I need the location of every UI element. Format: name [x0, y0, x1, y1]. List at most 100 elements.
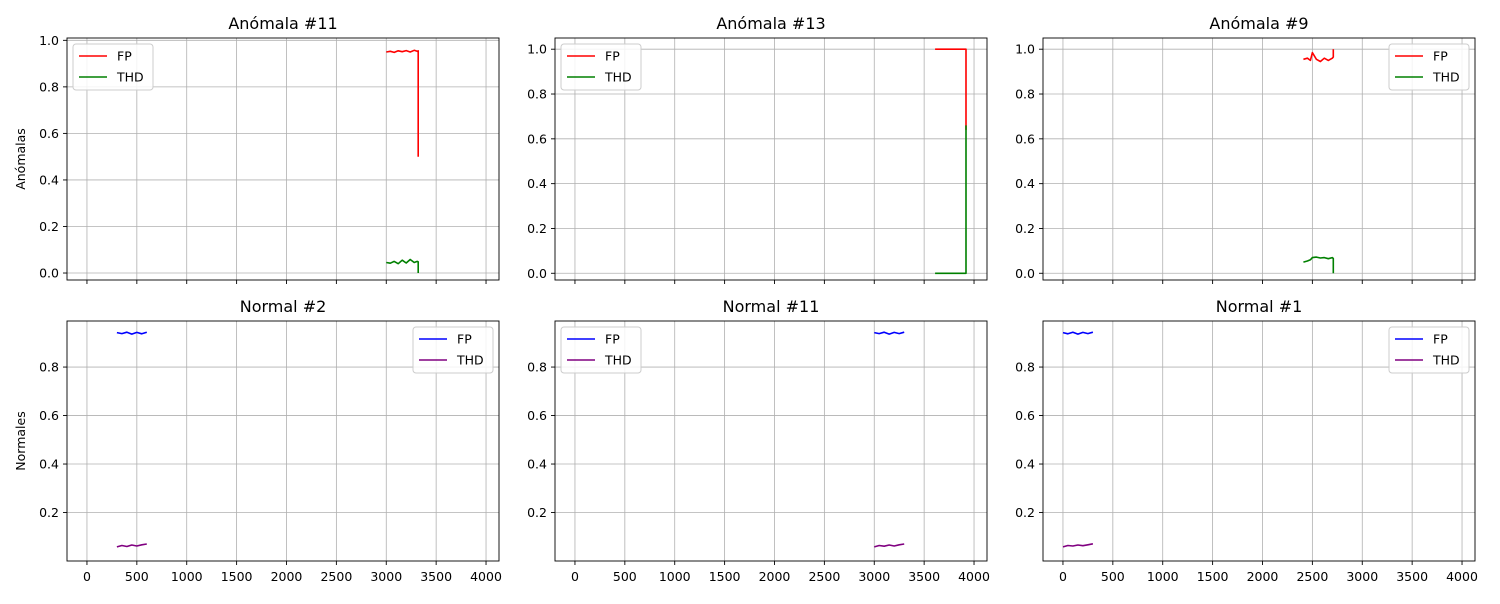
y-tick-label: 0.4 — [1015, 457, 1035, 472]
subplot-title: Anómala #11 — [228, 14, 337, 33]
series-line-thd — [116, 543, 147, 548]
subplot-title: Normal #2 — [240, 297, 327, 316]
y-tick-label: 0.8 — [39, 360, 59, 375]
series-line-fp — [1303, 49, 1335, 63]
subplot-title: Normal #11 — [723, 297, 820, 316]
x-tick-label: 3500 — [420, 569, 452, 584]
legend: FP THD — [560, 326, 642, 374]
subplot-title: Anómala #9 — [1209, 14, 1308, 33]
y-tick-label: 0.2 — [527, 505, 547, 520]
legend-label-thd: THD — [456, 353, 484, 368]
y-tick-label: 0.8 — [527, 360, 547, 375]
subplot-6: 0 500 1000 1500 2000 2500 3000 3500 4000 0.2 0.4 0.… — [1015, 297, 1478, 584]
y-tick-label: 1.0 — [39, 33, 59, 48]
x-tick-label: 3000 — [1346, 569, 1378, 584]
subplot-1: 0.0 0.2 0.4 0.6 0.8 1.0 Anómala #11 Anómalas FP T… — [13, 14, 500, 284]
legend-label-fp: FP — [605, 332, 620, 347]
series-line-fp — [386, 49, 420, 157]
x-tick-label: 0 — [83, 569, 91, 584]
legend: FP THD — [1388, 43, 1470, 91]
axes-frame — [66, 37, 500, 281]
y-tick-label: 1.0 — [1015, 42, 1035, 57]
legend: FP THD — [560, 43, 642, 91]
y-tick-label: 0.6 — [1015, 408, 1035, 423]
axes-frame — [66, 320, 500, 562]
series-line-thd — [935, 125, 967, 275]
axes-frame — [554, 37, 988, 281]
x-tick-label: 500 — [125, 569, 149, 584]
y-tick-label: 0.6 — [527, 408, 547, 423]
y-tick-label: 0.4 — [527, 457, 547, 472]
x-tick-label: 3000 — [370, 569, 402, 584]
y-tick-label: 0.4 — [527, 176, 547, 191]
y-tick-label: 0.2 — [39, 219, 59, 234]
x-tick-label: 4000 — [470, 569, 502, 584]
legend-label-fp: FP — [1433, 49, 1448, 64]
x-tick-label: 1000 — [171, 569, 203, 584]
legend-label-thd: THD — [1432, 70, 1460, 85]
series-line-thd — [1303, 256, 1335, 274]
x-tick-label: 4000 — [958, 569, 990, 584]
subplot-title: Normal #1 — [1216, 297, 1303, 316]
y-tick-label: 0.4 — [39, 457, 59, 472]
legend-label-fp: FP — [457, 332, 472, 347]
y-tick-label: 0.4 — [39, 172, 59, 187]
x-tick-label: 2000 — [759, 569, 791, 584]
subplot-title: Anómala #13 — [716, 14, 825, 33]
y-tick-label: 0.6 — [1015, 131, 1035, 146]
x-tick-label: 2000 — [271, 569, 303, 584]
y-tick-label: 0.2 — [527, 221, 547, 236]
series-line-thd — [874, 543, 905, 548]
series-line-fp — [1062, 331, 1094, 335]
y-tick-label: 0.6 — [527, 131, 547, 146]
legend: FP THD — [1388, 326, 1470, 374]
y-tick-label: 0.0 — [39, 266, 59, 281]
x-tick-label: 2500 — [320, 569, 352, 584]
axes-frame — [1042, 320, 1476, 562]
x-tick-label: 1500 — [709, 569, 741, 584]
subplot-4: 0 500 1000 1500 2000 2500 3000 3500 4000 0.2 0.4 0.… — [13, 297, 502, 584]
x-tick-label: 2500 — [1296, 569, 1328, 584]
y-tick-label: 0.8 — [1015, 360, 1035, 375]
series-line-thd — [386, 258, 420, 273]
y-tick-label: 0.0 — [1015, 266, 1035, 281]
axes-frame — [554, 320, 988, 562]
y-axis-label: Normales — [13, 411, 28, 470]
series-line-fp — [116, 331, 148, 335]
legend-label-fp: FP — [117, 49, 132, 64]
y-tick-label: 0.2 — [1015, 505, 1035, 520]
y-tick-label: 1.0 — [527, 42, 547, 57]
y-tick-label: 0.0 — [527, 266, 547, 281]
series-line-fp — [874, 331, 905, 335]
x-tick-label: 1000 — [659, 569, 691, 584]
x-tick-label: 500 — [613, 569, 637, 584]
x-tick-label: 1500 — [1197, 569, 1229, 584]
legend-label-fp: FP — [1433, 332, 1448, 347]
y-tick-label: 0.4 — [1015, 176, 1035, 191]
y-tick-label: 0.8 — [527, 87, 547, 102]
legend-label-thd: THD — [604, 353, 632, 368]
x-tick-label: 500 — [1101, 569, 1125, 584]
subplot-5: 0 500 1000 1500 2000 2500 3000 3500 4000 0.2 0.4 0.… — [527, 297, 990, 584]
y-tick-label: 0.2 — [1015, 221, 1035, 236]
x-tick-label: 1000 — [1147, 569, 1179, 584]
x-tick-label: 3000 — [858, 569, 890, 584]
series-line-fp — [935, 48, 967, 130]
legend-label-thd: THD — [604, 70, 632, 85]
legend-label-thd: THD — [1432, 353, 1460, 368]
y-tick-label: 0.2 — [39, 505, 59, 520]
x-tick-label: 2000 — [1247, 569, 1279, 584]
x-tick-label: 0 — [1059, 569, 1067, 584]
x-tick-label: 4000 — [1446, 569, 1478, 584]
y-tick-label: 0.6 — [39, 408, 59, 423]
legend-label-fp: FP — [605, 49, 620, 64]
axes-frame — [1042, 37, 1476, 281]
series-line-thd — [1062, 543, 1094, 548]
x-tick-label: 2500 — [808, 569, 840, 584]
y-tick-label: 0.8 — [39, 79, 59, 94]
legend-label-thd: THD — [116, 70, 144, 85]
x-tick-label: 3500 — [908, 569, 940, 584]
y-axis-label: Anómalas — [13, 128, 28, 190]
y-tick-label: 0.8 — [1015, 87, 1035, 102]
